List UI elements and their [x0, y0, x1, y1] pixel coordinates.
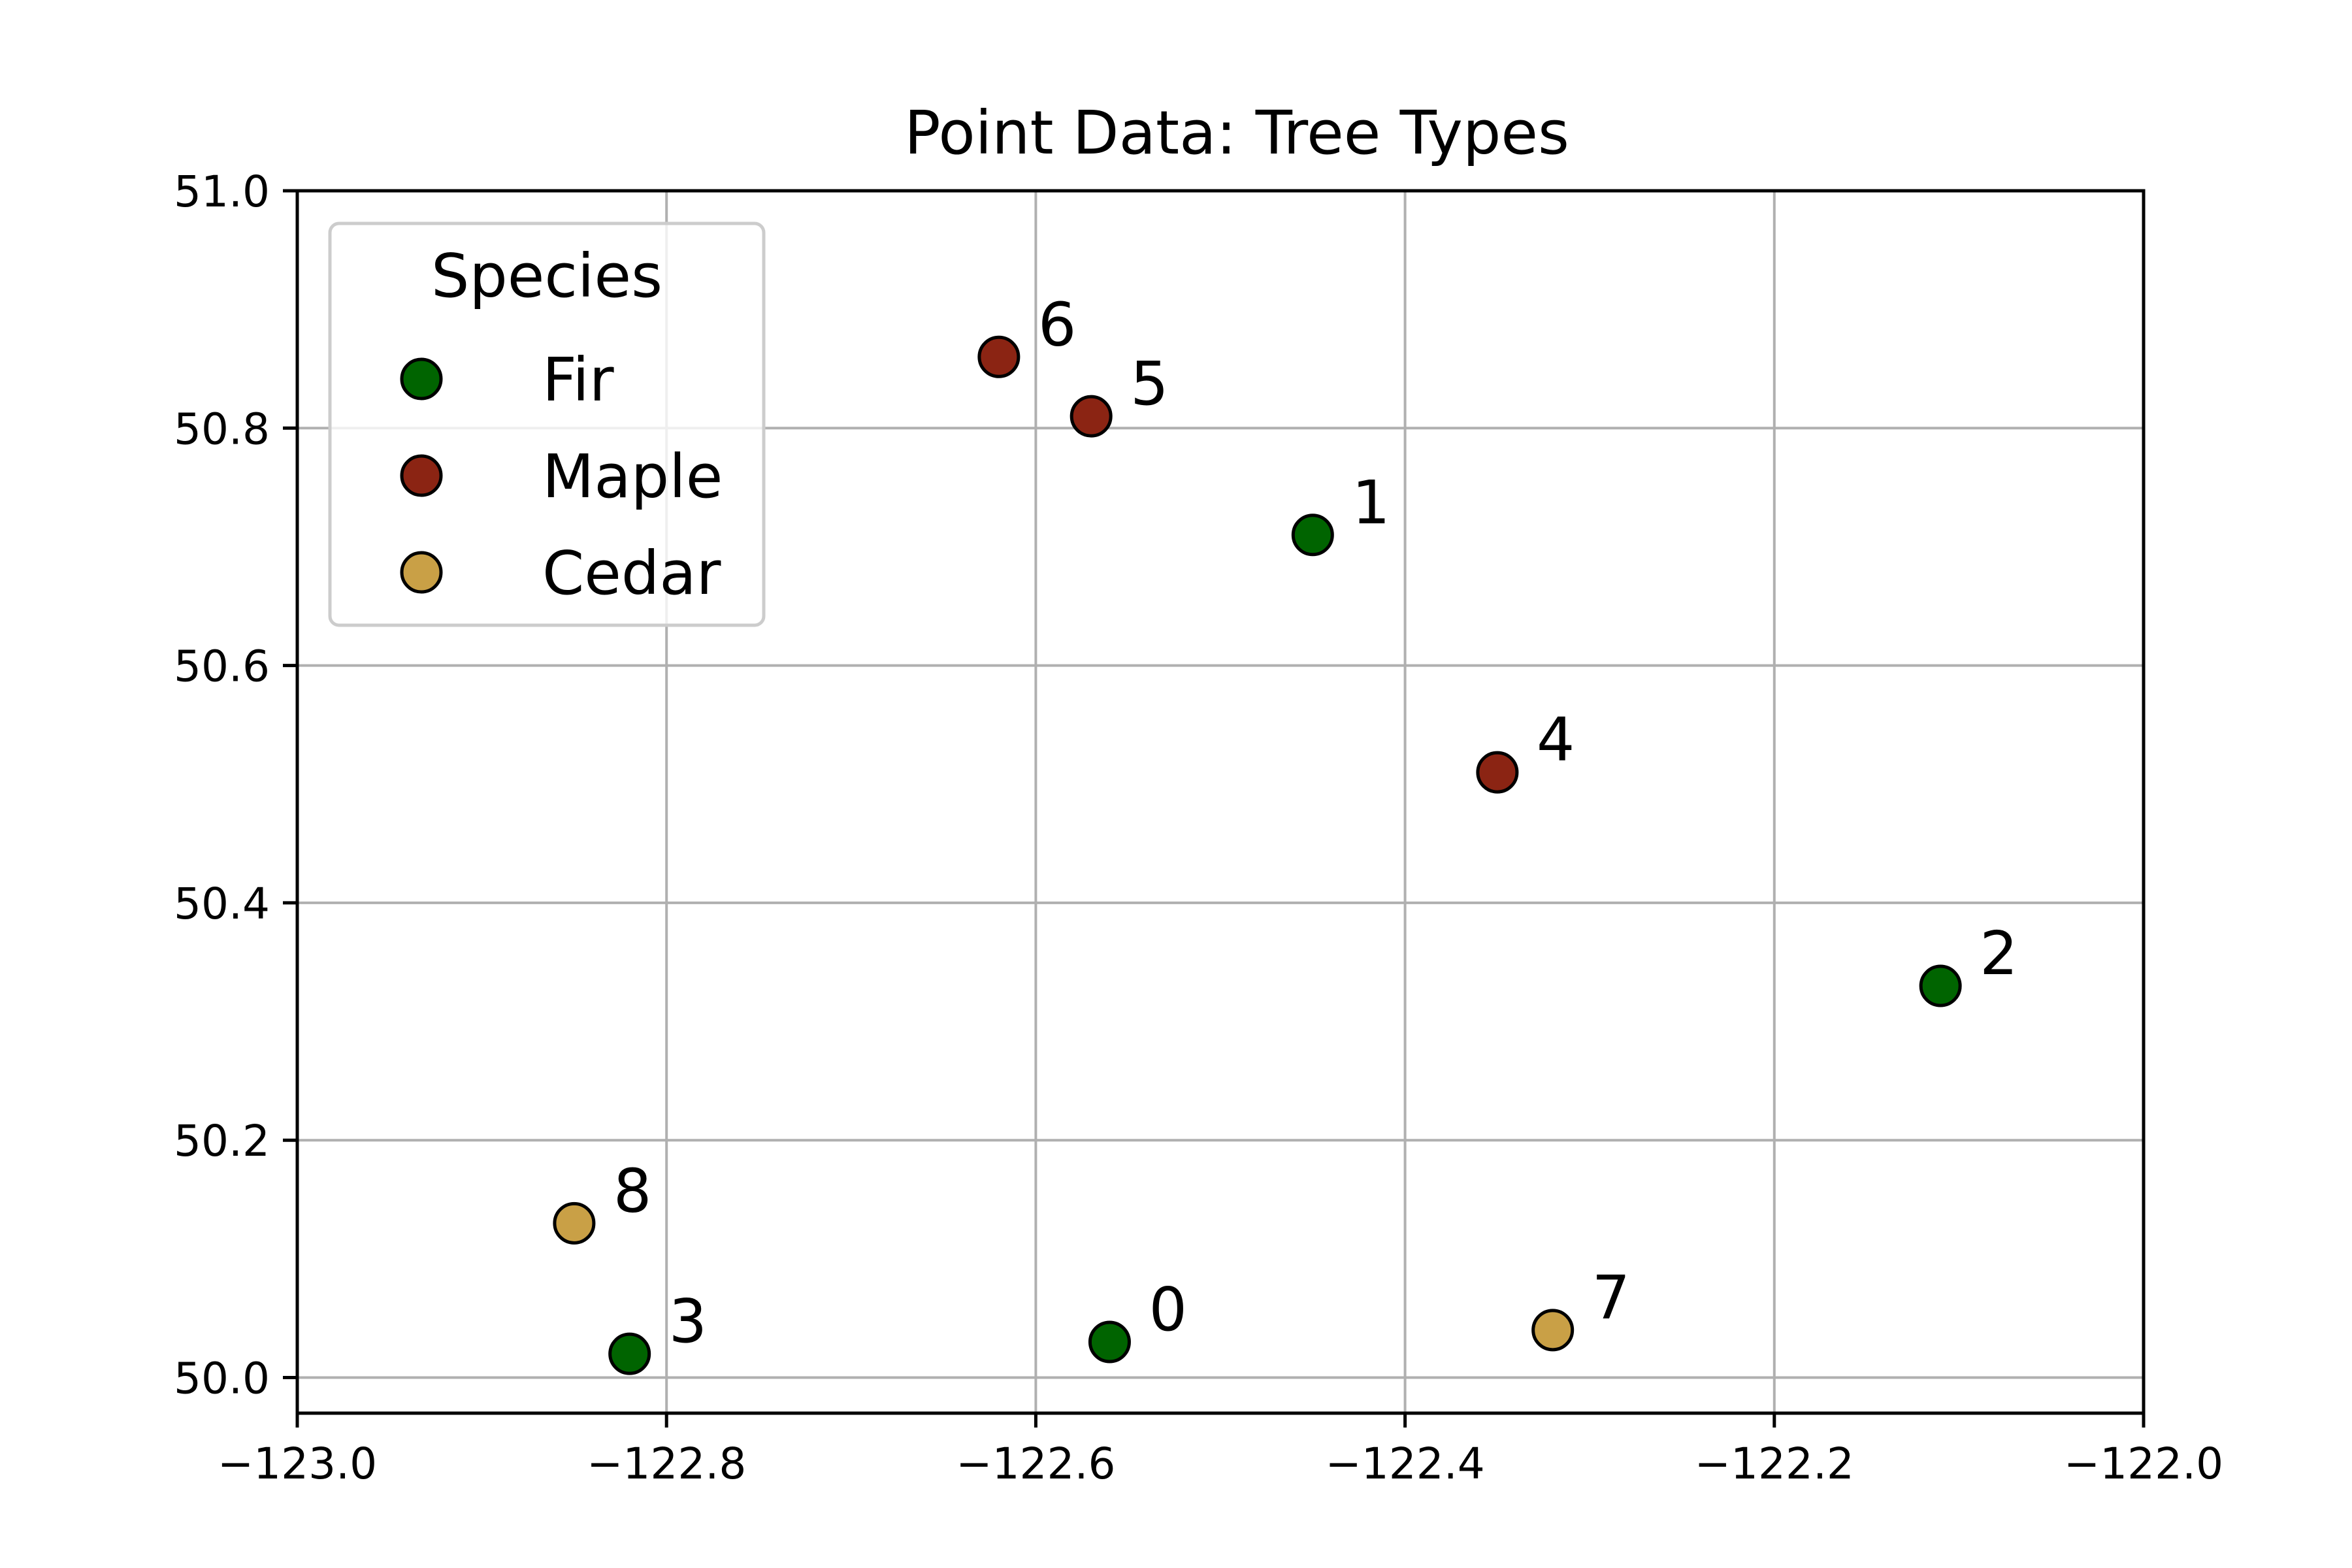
x-tick-label: −122.4: [1325, 1439, 1484, 1489]
data-point-label: 6: [1038, 289, 1077, 359]
data-point-2: [1919, 964, 1962, 1007]
legend-marker-cedar: [400, 551, 443, 594]
x-tick-label: −122.2: [1695, 1439, 1854, 1489]
data-points: 0 1 2 3 4 56 7 8: [553, 289, 2018, 1375]
y-tick-label: 50.0: [174, 1354, 270, 1404]
data-point-label: 7: [1592, 1263, 1631, 1333]
y-tick-label: 50.6: [174, 642, 270, 692]
axes-frame: [295, 189, 2146, 1415]
data-point-label: 4: [1537, 705, 1575, 775]
data-point-1: [1291, 514, 1334, 557]
chart-title: Point Data: Tree Types: [904, 98, 1569, 168]
data-point-0: [1088, 1320, 1131, 1364]
data-point-5: [1070, 395, 1113, 438]
data-point-label: 5: [1130, 349, 1169, 419]
axes: −123.0 −122.8 −122.6 −122.4 −122.2 −122.0 50.0…: [174, 167, 2223, 1489]
y-tick-label: 51.0: [174, 167, 270, 217]
x-tick-label: −122.6: [956, 1439, 1115, 1489]
x-tick-label: −123.0: [218, 1439, 377, 1489]
data-point-label: 3: [669, 1286, 708, 1356]
legend-label-maple: Maple: [542, 442, 723, 512]
x-tick-label: −122.8: [587, 1439, 746, 1489]
legend-title: Species: [431, 241, 662, 311]
y-tick-label: 50.8: [174, 404, 270, 454]
data-point-label: 8: [613, 1156, 652, 1226]
data-point-8: [553, 1201, 596, 1245]
y-tick-label: 50.2: [174, 1116, 270, 1166]
legend-box: [328, 221, 766, 627]
data-point-label: 2: [1980, 919, 2018, 988]
legend-label-fir: Fir: [542, 345, 614, 415]
data-point-4: [1476, 751, 1519, 794]
data-point-label: 0: [1149, 1275, 1187, 1345]
legend-marker-fir: [400, 357, 443, 400]
legend-label-cedar: Cedar: [542, 538, 721, 608]
data-point-3: [608, 1332, 651, 1375]
y-tick-label: 50.4: [174, 879, 270, 929]
data-point-6: [977, 335, 1021, 378]
legend: Species Fir Maple Cedar: [328, 221, 766, 627]
data-point-label: 1: [1352, 468, 1390, 538]
x-tick-label: −122.0: [2064, 1439, 2223, 1489]
data-point-7: [1531, 1309, 1575, 1352]
legend-marker-maple: [400, 454, 443, 497]
